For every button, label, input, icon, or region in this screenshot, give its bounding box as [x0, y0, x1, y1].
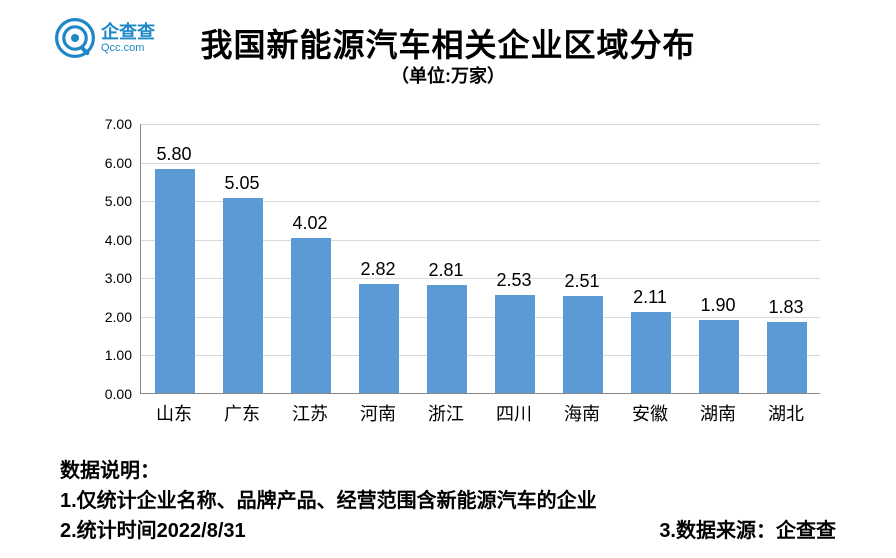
bar — [427, 285, 467, 393]
chart-subtitle: （单位:万家） — [0, 62, 896, 88]
chart-title: 我国新能源汽车相关企业区域分布 — [0, 20, 896, 66]
notes-line2-left: 2.统计时间2022/8/31 — [60, 516, 619, 546]
x-category-label: 安徽 — [620, 400, 680, 426]
bar — [767, 322, 807, 393]
bar-value-label: 2.81 — [416, 260, 476, 281]
data-notes: 数据说明： 1.仅统计企业名称、品牌产品、经营范围含新能源汽车的企业 2.统计时… — [60, 456, 836, 546]
x-category-label: 湖北 — [756, 400, 816, 426]
bar — [563, 296, 603, 393]
x-category-label: 广东 — [212, 400, 272, 426]
x-category-label: 海南 — [552, 400, 612, 426]
grid-line — [141, 124, 820, 125]
y-tick-label: 5.00 — [82, 193, 132, 209]
bar-chart: 0.001.002.003.004.005.006.007.005.80山东5.… — [100, 124, 820, 428]
bar — [631, 312, 671, 393]
bar-value-label: 2.11 — [620, 287, 680, 308]
x-category-label: 河南 — [348, 400, 408, 426]
bar-value-label: 2.51 — [552, 271, 612, 292]
y-tick-label: 3.00 — [82, 270, 132, 286]
y-tick-label: 0.00 — [82, 386, 132, 402]
bar-value-label: 2.53 — [484, 270, 544, 291]
bar — [223, 198, 263, 393]
bar-value-label: 2.82 — [348, 259, 408, 280]
page-root: 企查查 Qcc.com 我国新能源汽车相关企业区域分布 （单位:万家） 0.00… — [0, 0, 896, 558]
plot-area — [140, 124, 820, 394]
notes-line2: 2.统计时间2022/8/31 3.数据来源：企查查 — [60, 516, 836, 546]
x-category-label: 浙江 — [416, 400, 476, 426]
x-category-label: 山东 — [144, 400, 204, 426]
bar-value-label: 1.90 — [688, 295, 748, 316]
bar-value-label: 5.05 — [212, 173, 272, 194]
bar — [699, 320, 739, 393]
y-tick-label: 7.00 — [82, 116, 132, 132]
bar-value-label: 4.02 — [280, 213, 340, 234]
y-tick-label: 2.00 — [82, 309, 132, 325]
y-tick-label: 6.00 — [82, 155, 132, 171]
bar — [291, 238, 331, 393]
grid-line — [141, 163, 820, 164]
bar — [155, 169, 195, 393]
notes-line2-right: 3.数据来源：企查查 — [619, 516, 836, 546]
x-category-label: 江苏 — [280, 400, 340, 426]
bar-value-label: 1.83 — [756, 297, 816, 318]
bar — [495, 295, 535, 393]
x-category-label: 湖南 — [688, 400, 748, 426]
y-tick-label: 1.00 — [82, 347, 132, 363]
bar — [359, 284, 399, 393]
x-category-label: 四川 — [484, 400, 544, 426]
y-tick-label: 4.00 — [82, 232, 132, 248]
notes-heading: 数据说明： — [60, 456, 836, 486]
notes-line1: 1.仅统计企业名称、品牌产品、经营范围含新能源汽车的企业 — [60, 486, 836, 516]
bar-value-label: 5.80 — [144, 144, 204, 165]
